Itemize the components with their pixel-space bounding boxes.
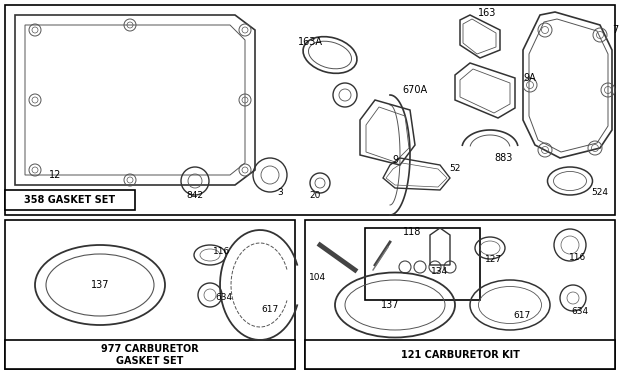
Text: 358 GASKET SET: 358 GASKET SET xyxy=(24,195,115,205)
Text: 20: 20 xyxy=(309,190,321,199)
Text: 7: 7 xyxy=(612,25,618,35)
Bar xyxy=(365,228,480,300)
Text: 104: 104 xyxy=(309,273,327,282)
Text: 116: 116 xyxy=(569,254,587,263)
Text: 127: 127 xyxy=(485,255,503,264)
Text: 3: 3 xyxy=(277,187,283,196)
Text: 524: 524 xyxy=(591,187,608,196)
Text: 617: 617 xyxy=(513,310,531,319)
Text: 118: 118 xyxy=(403,227,422,237)
Bar xyxy=(305,220,615,369)
Text: 163A: 163A xyxy=(298,37,322,47)
Text: 52: 52 xyxy=(450,163,461,172)
Text: 12: 12 xyxy=(49,170,61,180)
Bar xyxy=(5,5,615,215)
Text: 121 CARBURETOR KIT: 121 CARBURETOR KIT xyxy=(401,350,520,360)
Bar xyxy=(5,190,135,210)
Text: 134: 134 xyxy=(432,267,448,276)
Text: 634: 634 xyxy=(215,294,232,303)
Bar xyxy=(5,220,295,369)
Text: 9: 9 xyxy=(392,155,398,165)
Text: 670A: 670A xyxy=(402,85,428,95)
Text: 116: 116 xyxy=(213,248,231,257)
Bar xyxy=(305,340,615,369)
Text: 137: 137 xyxy=(381,300,399,310)
Text: 883: 883 xyxy=(495,153,513,163)
Bar xyxy=(5,340,295,369)
Text: 977 CARBURETOR
GASKET SET: 977 CARBURETOR GASKET SET xyxy=(101,344,199,366)
Text: 617: 617 xyxy=(262,306,278,315)
Text: 634: 634 xyxy=(572,307,588,316)
Text: 842: 842 xyxy=(187,190,203,199)
Text: 137: 137 xyxy=(91,280,109,290)
Text: 9A: 9A xyxy=(524,73,536,83)
Text: 163: 163 xyxy=(478,8,496,18)
